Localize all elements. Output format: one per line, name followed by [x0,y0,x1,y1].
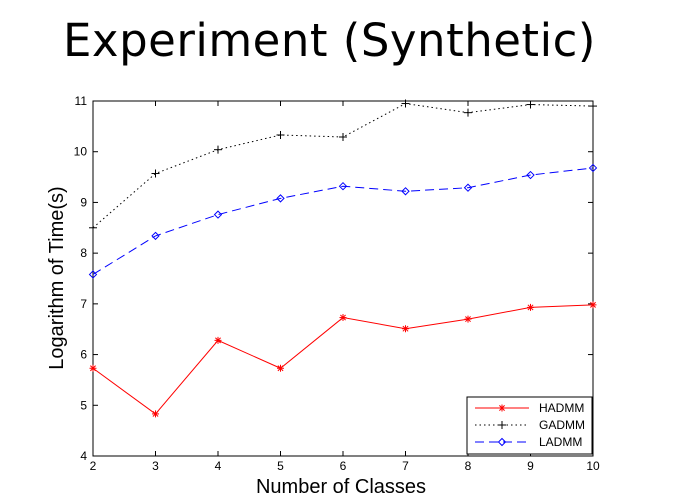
marker-stroke [465,316,471,323]
data-point-hadmm [527,303,534,311]
y-tick-label: 9 [80,195,87,209]
data-point-ladmm [151,231,160,241]
series-ladmm [88,163,598,279]
legend-label: GADMM [539,418,585,432]
y-tick-label: 5 [80,398,87,412]
y-tick-label: 6 [80,348,87,362]
marker-stroke [215,337,221,344]
x-axis-label: Number of Classes [256,476,426,498]
data-point-ladmm [88,270,98,279]
data-point-hadmm [589,301,597,309]
marker-stroke [499,405,505,411]
slide-title: Experiment (Synthetic) [63,14,596,67]
data-point-gadmm [339,133,347,142]
legend-box [466,396,593,455]
data-point-hadmm [214,336,222,344]
marker-stroke [590,301,596,308]
marker-stroke [90,365,96,372]
data-point-ladmm [276,194,285,203]
series-hadmm [89,301,597,418]
x-tick-label: 6 [340,459,347,473]
series-gadmm [89,99,597,232]
data-point-ladmm [526,170,535,180]
series-lines [88,99,598,418]
legend-item-hadmm: HADMM [475,401,584,415]
x-tick-label: 8 [465,459,472,473]
legend-marker [498,421,506,429]
data-point-hadmm [339,314,347,322]
data-point-ladmm [463,183,473,192]
data-point-ladmm [213,210,223,219]
data-point-ladmm [401,187,410,196]
axis-ticks: 2 3 4 5 6 7 8 9 10 4 5 6 7 8 9 10 11 [74,94,600,473]
data-point-gadmm [401,99,410,108]
data-point-gadmm [526,100,535,109]
x-tick-label: 4 [215,459,222,473]
data-point-gadmm [276,130,285,139]
y-axis-label: Logarithm of Time(s) [46,186,68,369]
data-point-hadmm [89,364,97,372]
y-tick-label: 10 [74,145,88,159]
data-point-gadmm [214,145,222,154]
x-tick-label: 3 [152,459,159,473]
legend-item-ladmm: LADMM [475,435,582,449]
legend-item-gadmm: GADMM [475,418,585,432]
x-tick-label: 9 [527,459,534,473]
x-tick-label: 7 [402,459,409,473]
data-point-ladmm [338,181,348,191]
marker-stroke [402,325,409,332]
data-point-gadmm [151,169,160,178]
y-tick-label: 11 [75,94,88,108]
x-tick-label: 2 [90,459,97,473]
data-point-gadmm [589,102,597,111]
legend-marker [497,437,507,447]
data-point-hadmm [152,410,159,418]
legend: HADMM GADMM LADMM [466,396,593,455]
x-tick-label: 5 [277,459,284,473]
y-tick-label: 7 [80,297,87,311]
marker-stroke [277,365,284,372]
marker-stroke [527,304,534,311]
y-tick-label: 8 [80,246,87,260]
data-point-hadmm [402,325,409,333]
marker-stroke [152,410,159,417]
x-tick-label: 10 [586,459,600,473]
data-point-gadmm [89,223,97,232]
data-point-gadmm [464,108,472,117]
data-point-hadmm [464,315,472,323]
series-line-ladmm [92,167,594,275]
legend-label: HADMM [539,401,584,415]
data-point-ladmm [588,163,598,173]
y-tick-label: 4 [80,449,87,463]
legend-label: LADMM [539,435,582,449]
marker-stroke [340,314,346,321]
legend-marker [498,404,506,412]
data-point-hadmm [277,364,284,372]
